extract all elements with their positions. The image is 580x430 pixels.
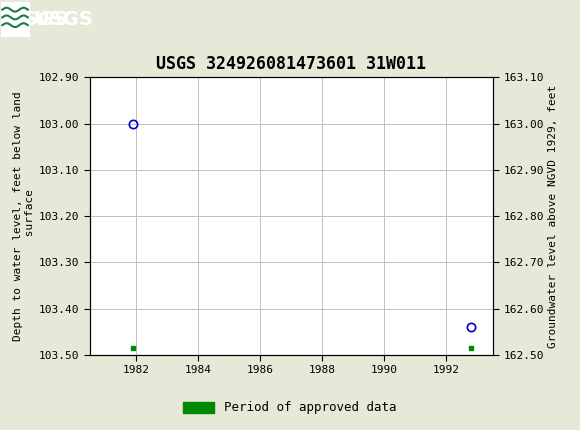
Text: USGS: USGS bbox=[9, 10, 68, 29]
Text: USGS: USGS bbox=[34, 10, 93, 29]
Legend: Period of approved data: Period of approved data bbox=[178, 396, 402, 419]
Bar bbox=[1, 2, 30, 37]
Title: USGS 324926081473601 31W011: USGS 324926081473601 31W011 bbox=[157, 55, 426, 73]
Y-axis label: Groundwater level above NGVD 1929, feet: Groundwater level above NGVD 1929, feet bbox=[548, 84, 558, 348]
Y-axis label: Depth to water level, feet below land
 surface: Depth to water level, feet below land su… bbox=[13, 91, 35, 341]
